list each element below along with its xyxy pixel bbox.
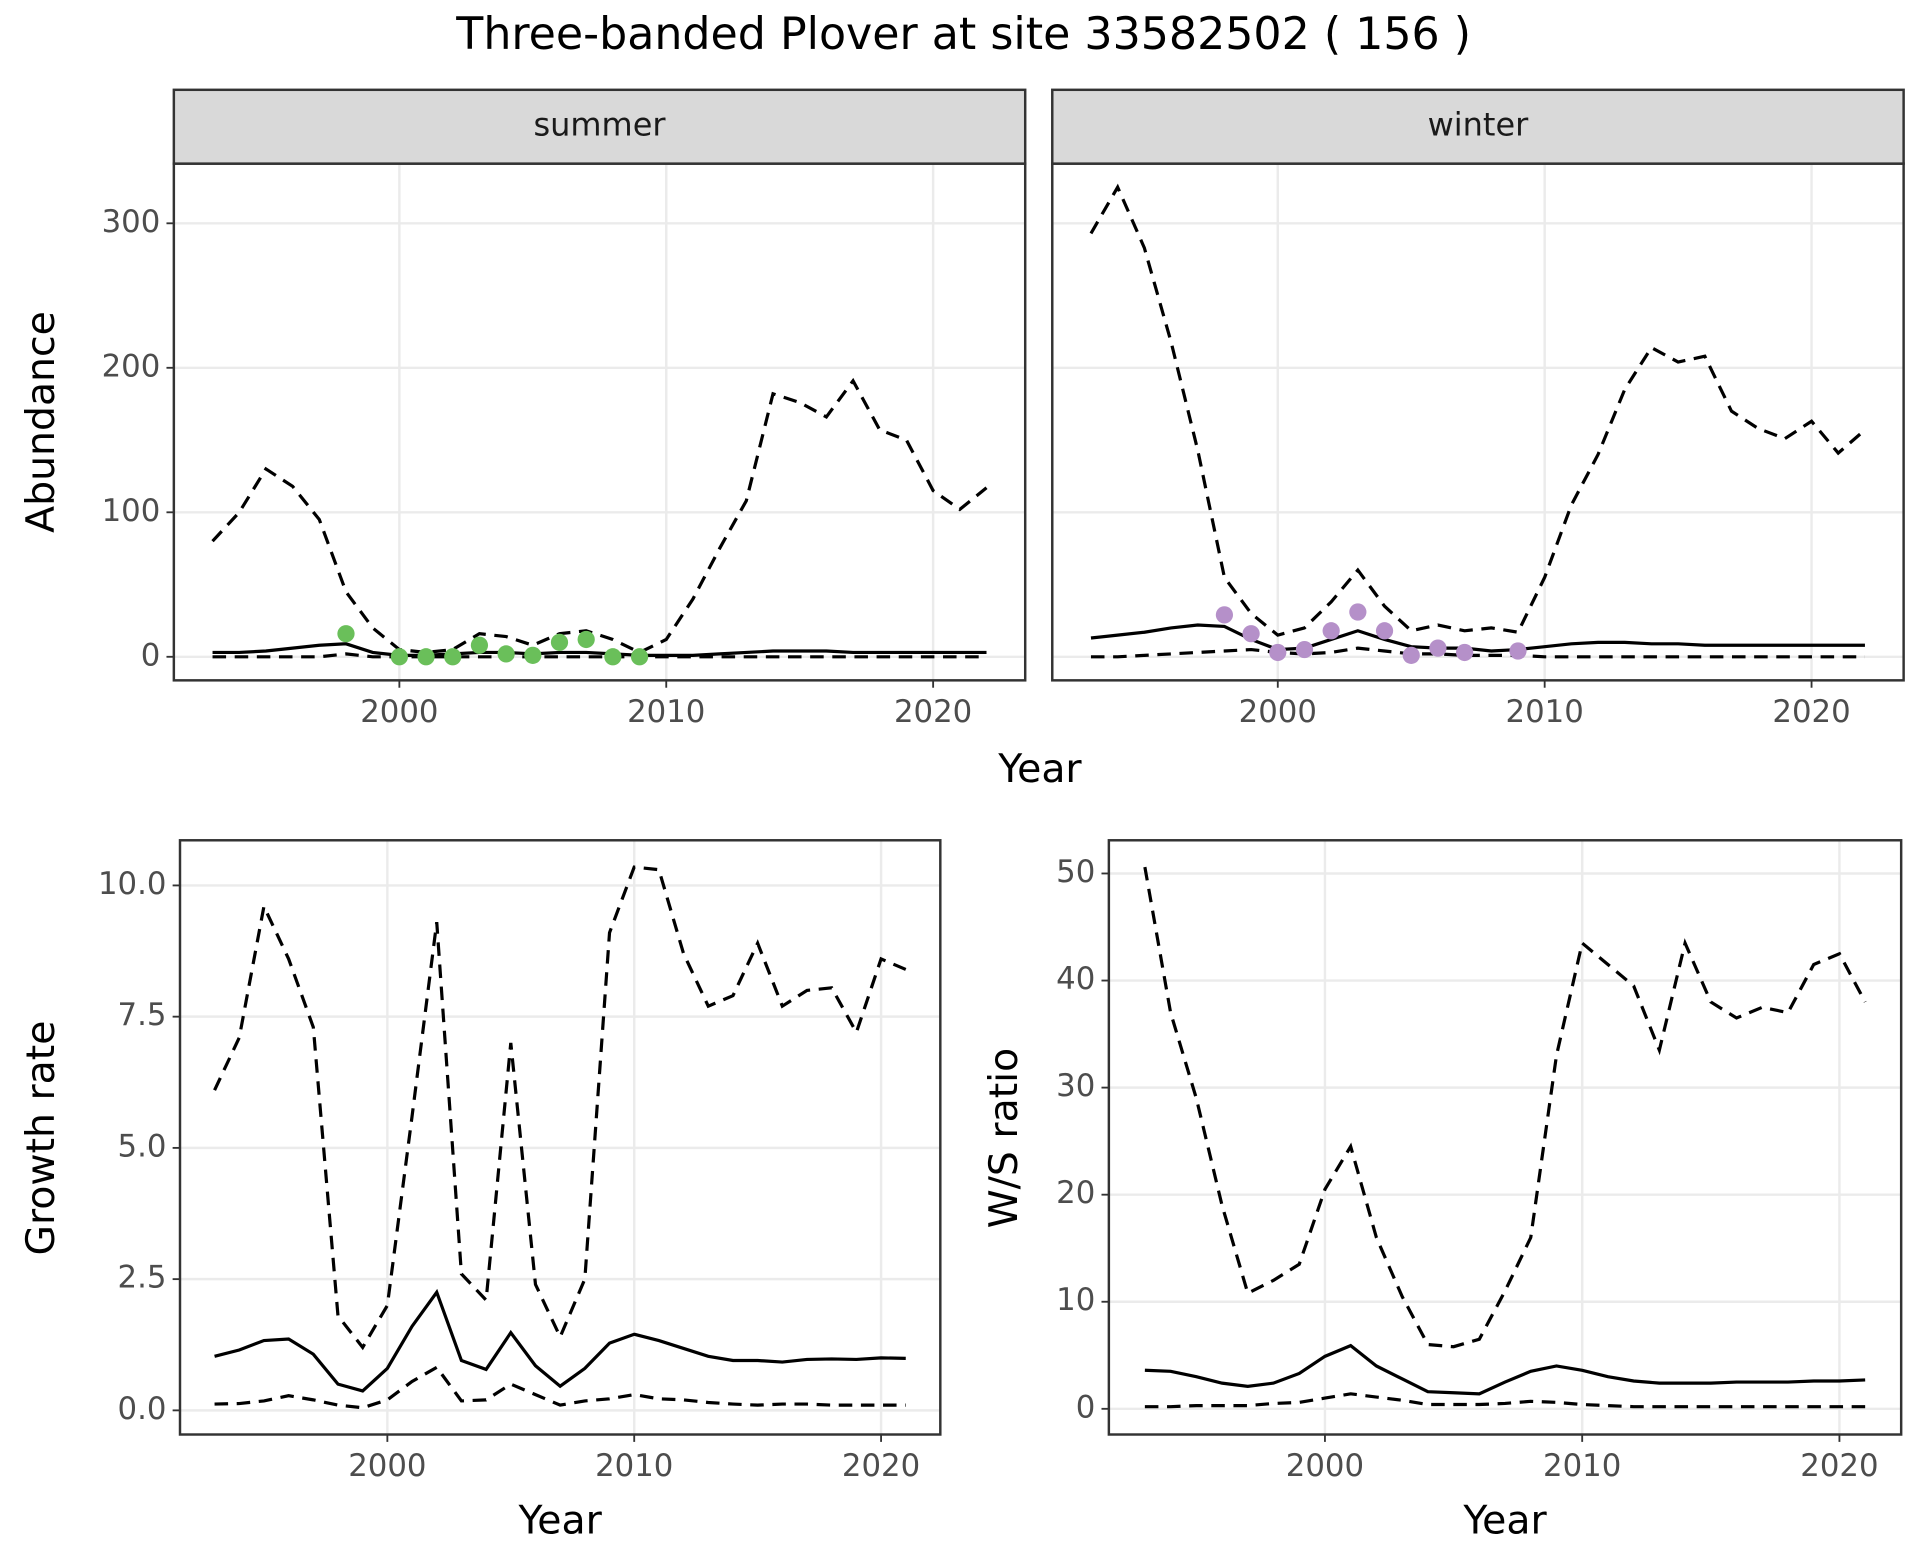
- plot-background: [1108, 840, 1902, 1435]
- y-tick-label: 50: [1056, 854, 1095, 890]
- data-point: [470, 636, 489, 654]
- x-tick-label: 2010: [1543, 1448, 1621, 1484]
- x-tick-label: 2020: [894, 694, 972, 730]
- x-tick-label: 2000: [360, 694, 438, 730]
- data-point: [497, 645, 515, 663]
- plot-background: [173, 163, 1026, 681]
- y-tick-label: 10: [1056, 1282, 1095, 1318]
- y-tick-label: 100: [102, 493, 161, 529]
- data-point: [337, 625, 355, 643]
- y-tick-label: 10.0: [98, 866, 166, 902]
- facet-label: winter: [1428, 106, 1529, 144]
- data-point: [577, 630, 595, 649]
- dashed-line: [1090, 646, 1865, 659]
- y-tick-label: 7.5: [118, 997, 167, 1033]
- y-tick-label: 300: [102, 204, 161, 240]
- data-point: [444, 648, 462, 666]
- x-tick-label: 2010: [595, 1448, 673, 1484]
- y-tick-label: 200: [102, 348, 161, 384]
- data-point: [1375, 622, 1394, 640]
- y-axis-title: Growth rate: [18, 1021, 64, 1256]
- x-tick-label: 2010: [627, 694, 705, 730]
- dashed-line: [1144, 1392, 1866, 1409]
- y-axis-title: Abundance: [18, 311, 64, 533]
- data-point: [390, 648, 408, 666]
- data-point: [1455, 643, 1474, 662]
- y-tick-label: 2.5: [118, 1260, 167, 1296]
- y-tick-label: 40: [1056, 961, 1095, 997]
- data-point: [550, 633, 569, 651]
- data-point: [1429, 639, 1447, 657]
- x-tick-label: 2000: [1286, 1448, 1364, 1484]
- data-point: [630, 648, 649, 666]
- dashed-line: [214, 1365, 906, 1410]
- data-point: [604, 648, 622, 666]
- facet-label: summer: [534, 106, 667, 144]
- y-tick-label: 5.0: [118, 1128, 167, 1164]
- facet-strip: [172, 88, 1027, 165]
- x-tick-label: 2020: [842, 1448, 920, 1484]
- x-tick-label: 2020: [1800, 1448, 1878, 1484]
- y-tick-label: 0.0: [118, 1391, 167, 1427]
- y-tick-label: 0: [141, 637, 161, 673]
- data-point: [1269, 643, 1287, 662]
- x-tick-label: 2000: [1239, 694, 1317, 730]
- x-axis-title: Year: [1462, 1498, 1547, 1544]
- data-point: [1402, 646, 1420, 664]
- y-tick-label: 30: [1056, 1068, 1095, 1104]
- data-point: [1349, 603, 1367, 621]
- page-title: Three-banded Plover at site 33582502 ( 1…: [455, 9, 1471, 60]
- data-point: [1242, 625, 1260, 643]
- y-axis-title: W/S ratio: [981, 1048, 1027, 1228]
- dashed-line: [1089, 183, 1866, 637]
- y-tick-label: 20: [1056, 1175, 1095, 1211]
- data-point: [417, 648, 435, 666]
- x-tick-label: 2020: [1772, 694, 1850, 730]
- plot-background: [1052, 163, 1904, 681]
- x-tick-label: 2010: [1506, 694, 1584, 730]
- data-point: [524, 646, 542, 664]
- facet-strip: [1051, 88, 1905, 165]
- solid-line: [214, 1288, 906, 1393]
- data-point: [1509, 642, 1527, 660]
- dashed-line: [213, 865, 907, 1351]
- dashed-line: [212, 652, 987, 659]
- x-tick-label: 2000: [348, 1448, 426, 1484]
- plot-background: [180, 840, 941, 1435]
- data-point: [1322, 622, 1340, 640]
- solid-line: [1090, 623, 1865, 653]
- solid-line: [1144, 1343, 1866, 1396]
- solid-line: [212, 642, 987, 657]
- data-point: [1215, 606, 1234, 624]
- y-tick-label: 0: [1076, 1389, 1096, 1425]
- x-axis-title: Year: [517, 1498, 602, 1544]
- dashed-line: [211, 377, 988, 655]
- plot-border: [178, 839, 942, 1436]
- data-point: [1295, 640, 1314, 659]
- x-axis-title: Year: [997, 746, 1082, 792]
- plot-border: [1107, 839, 1903, 1436]
